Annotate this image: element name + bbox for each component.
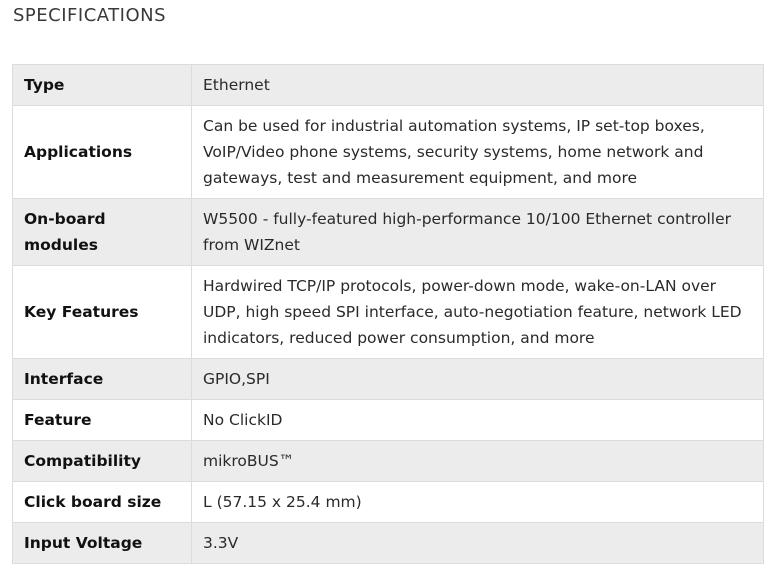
table-row-click-board-size: Click board size L (57.15 x 25.4 mm) [12, 481, 764, 523]
table-row-compatibility: Compatibility mikroBUS™ [12, 440, 764, 482]
page-title: SPECIFICATIONS [13, 5, 167, 26]
spec-value-on-board-modules: W5500 - fully-featured high-performance … [191, 198, 764, 266]
spec-value-key-features: Hardwired TCP/IP protocols, power-down m… [191, 265, 764, 359]
spec-label-applications: Applications [12, 105, 192, 199]
spec-label-compatibility: Compatibility [12, 440, 192, 482]
spec-value-input-voltage: 3.3V [191, 522, 764, 564]
specifications-table: Type Ethernet Applications Can be used f… [12, 64, 764, 564]
spec-label-interface: Interface [12, 358, 192, 400]
spec-label-type: Type [12, 64, 192, 106]
table-row-key-features: Key Features Hardwired TCP/IP protocols,… [12, 265, 764, 359]
table-row-type: Type Ethernet [12, 64, 764, 106]
spec-value-compatibility: mikroBUS™ [191, 440, 764, 482]
spec-label-input-voltage: Input Voltage [12, 522, 192, 564]
table-row-on-board-modules: On-board modules W5500 - fully-featured … [12, 198, 764, 266]
spec-value-type: Ethernet [191, 64, 764, 106]
spec-value-applications: Can be used for industrial automation sy… [191, 105, 764, 199]
spec-value-interface: GPIO,SPI [191, 358, 764, 400]
table-row-interface: Interface GPIO,SPI [12, 358, 764, 400]
table-row-applications: Applications Can be used for industrial … [12, 105, 764, 199]
spec-label-feature: Feature [12, 399, 192, 441]
spec-value-feature: No ClickID [191, 399, 764, 441]
spec-label-on-board-modules: On-board modules [12, 198, 192, 266]
spec-label-click-board-size: Click board size [12, 481, 192, 523]
spec-value-click-board-size: L (57.15 x 25.4 mm) [191, 481, 764, 523]
table-row-feature: Feature No ClickID [12, 399, 764, 441]
spec-label-key-features: Key Features [12, 265, 192, 359]
table-row-input-voltage: Input Voltage 3.3V [12, 522, 764, 564]
